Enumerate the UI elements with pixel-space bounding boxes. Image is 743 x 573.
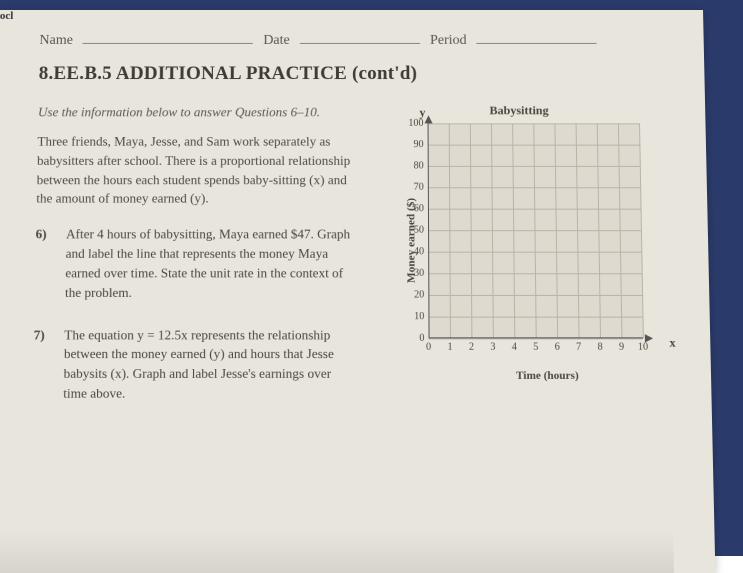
x-tick-label: 3 (490, 338, 495, 353)
content-row: Use the information below to answer Ques… (32, 103, 681, 427)
name-blank[interactable] (83, 30, 253, 44)
y-tick-label: 100 (408, 118, 427, 129)
question-7-number: 7) (32, 326, 56, 404)
date-label: Date (263, 33, 290, 49)
y-tick-label: 80 (414, 160, 428, 171)
y-tick-label: 10 (414, 311, 428, 322)
period-label: Period (430, 33, 467, 49)
y-tick-label: 40 (414, 246, 428, 257)
x-tick-label: 2 (469, 338, 474, 353)
y-tick-label: 0 (419, 333, 428, 344)
y-tick-label: 20 (414, 289, 428, 300)
x-tick-label: 5 (533, 338, 538, 353)
chart-grid: 0123456789100102030405060708090100 (428, 123, 643, 338)
chart: Babysitting y x Money earned ($) 0123456… (373, 103, 670, 380)
question-6-number: 6) (34, 225, 58, 302)
right-column: Babysitting y x Money earned ($) 0123456… (373, 103, 681, 427)
question-6: 6) After 4 hours of babysitting, Maya ea… (34, 225, 357, 302)
question-7: 7) The equation y = 12.5x represents the… (32, 326, 357, 404)
header-row: Name Date Period (39, 30, 674, 49)
left-column: Use the information below to answer Ques… (32, 103, 357, 427)
worksheet-paper: ocl Name Date Period 8.EE.B.5 ADDITIONAL… (0, 10, 715, 573)
x-axis-arrow-icon (645, 334, 653, 342)
y-tick-label: 50 (414, 225, 428, 236)
chart-axes (428, 123, 643, 338)
viewport: ocl Name Date Period 8.EE.B.5 ADDITIONAL… (0, 0, 743, 556)
context-paragraph: Three friends, Maya, Jesse, and Sam work… (36, 132, 357, 209)
name-label: Name (39, 33, 73, 49)
intro-text: Use the information below to answer Ques… (38, 103, 357, 122)
x-tick-label: 7 (576, 338, 581, 353)
x-tick-label: 9 (619, 338, 624, 353)
y-tick-label: 90 (413, 139, 427, 150)
x-tick-label: 4 (512, 338, 517, 353)
y-tick-label: 60 (414, 203, 428, 214)
x-tick-label: 1 (447, 338, 452, 353)
section-title: 8.EE.B.5 ADDITIONAL PRACTICE (cont'd) (39, 63, 675, 85)
period-blank[interactable] (477, 30, 597, 44)
y-tick-label: 70 (414, 182, 428, 193)
y-tick-label: 30 (414, 268, 428, 279)
question-6-text: After 4 hours of babysitting, Maya earne… (65, 225, 357, 302)
x-tick-label: 8 (597, 338, 602, 353)
paper-curl-shadow (0, 530, 674, 573)
x-tick-label: 6 (555, 338, 560, 353)
binder-edge-fragment: ocl (0, 10, 30, 30)
x-variable-label: x (669, 335, 675, 351)
chart-title: Babysitting (373, 103, 665, 118)
question-7-text: The equation y = 12.5x represents the re… (63, 326, 357, 404)
date-blank[interactable] (300, 30, 420, 44)
x-axis-label: Time (hours) (425, 370, 671, 383)
